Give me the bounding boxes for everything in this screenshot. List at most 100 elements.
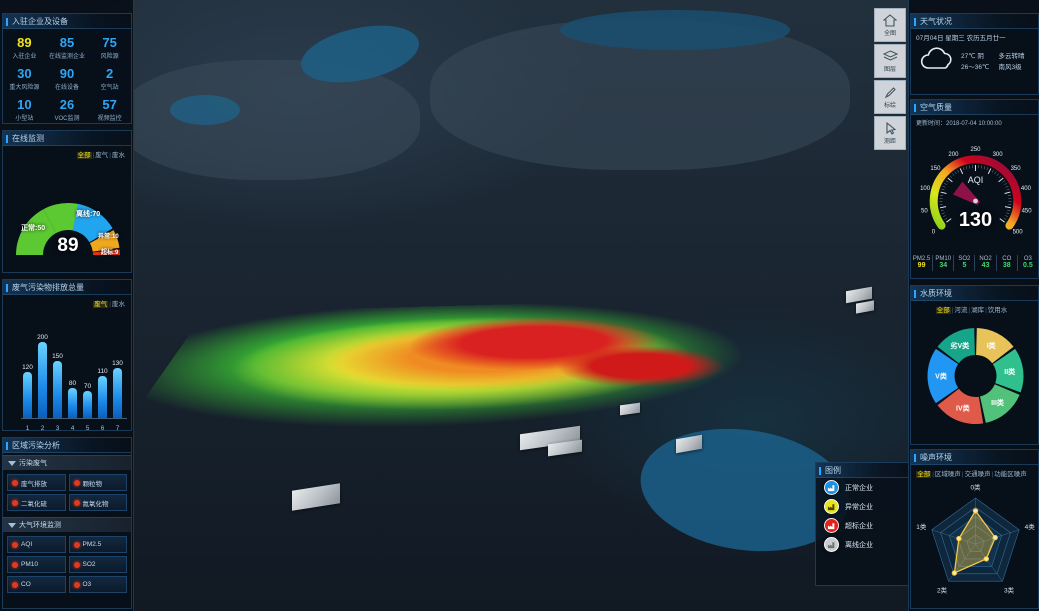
bar-column[interactable] xyxy=(113,368,122,418)
donut-slice[interactable] xyxy=(937,388,984,424)
donut-slice-label: II类 xyxy=(1004,367,1016,376)
gauge-segment-label-normal: 正常:50 xyxy=(21,225,46,232)
map-tool-measure[interactable]: 测距 xyxy=(874,116,906,150)
map-building xyxy=(292,483,340,511)
noise-title: 噪声环境 xyxy=(911,450,1038,465)
donut-slice[interactable] xyxy=(980,384,1020,423)
map-tool-draw-label: 标绘 xyxy=(883,102,896,109)
tab-noise-traffic[interactable]: 交通噪声 xyxy=(964,471,991,478)
pollution-heat-cloud xyxy=(108,297,898,451)
bar-column[interactable] xyxy=(98,376,107,418)
chip-label: SO2 xyxy=(82,561,96,568)
chip-label: AQI xyxy=(21,541,33,548)
map-tool-home[interactable]: 全图 xyxy=(874,8,906,42)
tab-waste-gas[interactable]: 废气 xyxy=(95,152,109,159)
bar-x-label: 5 xyxy=(85,425,90,432)
accordion-waste-gas-label: 污染废气 xyxy=(19,460,47,467)
tab-all[interactable]: 全部 xyxy=(76,152,92,159)
tab-water-lake[interactable]: 湖库 xyxy=(971,307,985,314)
aqi-tick-label: 350 xyxy=(1011,166,1022,172)
stat-value: 30 xyxy=(17,66,32,81)
radar-point xyxy=(992,534,998,541)
chip-item[interactable]: 二氧化硫 xyxy=(7,494,66,511)
stat-cell[interactable]: 2 空气站 xyxy=(88,64,131,95)
legend-title: 图例 xyxy=(816,463,911,478)
legend-item[interactable]: 正常企业 xyxy=(816,478,911,497)
chip-item[interactable]: CO xyxy=(7,576,66,593)
status-dot-icon xyxy=(73,499,80,506)
chip-item[interactable]: SO2 xyxy=(68,556,127,573)
emission-bar-title: 废气污染物排放总量 xyxy=(3,280,131,295)
accordion-waste-gas[interactable]: 污染废气 xyxy=(3,455,131,470)
legend-item[interactable]: 离线企业 xyxy=(816,535,911,554)
bar-x-label: 6 xyxy=(100,425,105,432)
chip-item[interactable]: PM2.5 xyxy=(68,536,127,553)
stat-label: 小型站 xyxy=(15,116,34,122)
radar-axis xyxy=(931,529,976,545)
status-dot-icon xyxy=(73,581,80,588)
map-tool-home-label: 全图 xyxy=(883,30,896,37)
chip-item[interactable]: 氮氧化物 xyxy=(68,494,127,511)
chip-item[interactable]: 废气排放 xyxy=(7,474,66,491)
bar-column[interactable] xyxy=(83,391,92,418)
bar-column[interactable] xyxy=(53,360,62,418)
chip-item[interactable]: AQI xyxy=(7,536,66,553)
stat-cell[interactable]: 57 视频监控 xyxy=(88,95,131,126)
stat-value: 57 xyxy=(102,97,117,112)
pollutant-value: 99 xyxy=(917,262,926,269)
water-quality-title: 水质环境 xyxy=(911,286,1038,301)
tab-water-river[interactable]: 河流 xyxy=(954,307,968,314)
map-landmass xyxy=(120,60,420,180)
legend-item-label: 正常企业 xyxy=(845,484,873,492)
pollutant-value: 43 xyxy=(981,262,990,269)
pollutant-name: NO2 xyxy=(979,256,992,262)
aqi-value: 130 xyxy=(958,209,993,231)
tab-noise-region[interactable]: 区域噪声 xyxy=(934,471,961,478)
stat-cell[interactable]: 90 在线设备 xyxy=(46,64,89,95)
donut-slice[interactable] xyxy=(927,348,959,404)
tab-noise-functional[interactable]: 功能区噪声 xyxy=(994,471,1027,478)
enterprise-stats-grid: 89 入驻企业 85 在线监测企业 75 风险源 30 重大风险源 90 在 xyxy=(3,29,131,126)
stat-cell[interactable]: 10 小型站 xyxy=(3,95,46,126)
stat-cell[interactable]: 75 风险源 xyxy=(88,33,131,64)
tab-bar-waste-water[interactable]: 废水 xyxy=(112,301,125,308)
stat-cell[interactable]: 26 VOC监测 xyxy=(46,95,89,126)
stat-cell[interactable]: 85 在线监测企业 xyxy=(46,33,89,64)
donut-slice[interactable] xyxy=(992,348,1024,393)
stat-cell[interactable]: 30 重大风险源 xyxy=(3,64,46,95)
status-dot-icon xyxy=(12,499,18,506)
donut-slice[interactable] xyxy=(937,328,975,364)
map-tool-draw[interactable]: 标绘 xyxy=(874,80,906,114)
tab-water-all[interactable]: 全部 xyxy=(935,307,951,314)
bar-x-label: 3 xyxy=(55,425,60,432)
chevron-down-icon xyxy=(8,461,16,466)
bar-column[interactable] xyxy=(68,387,77,418)
radar-point xyxy=(951,570,958,576)
chip-label: PM10 xyxy=(21,561,38,568)
radar-axis-label: 4类 xyxy=(1025,522,1036,531)
radar-axis-label: 3类 xyxy=(1004,586,1015,595)
donut-slice-label: IV类 xyxy=(956,404,971,413)
tab-water-drinking[interactable]: 饮用水 xyxy=(987,307,1008,314)
chip-item[interactable]: 颗粒物 xyxy=(68,474,127,491)
tab-noise-all[interactable]: 全部 xyxy=(916,471,932,478)
donut-slice[interactable] xyxy=(976,328,1014,364)
tab-bar-waste-gas[interactable]: 废气 xyxy=(93,301,109,308)
map-tool-layers[interactable]: 图层 xyxy=(874,44,906,78)
accordion-air-monitor[interactable]: 大气环境监测 xyxy=(3,517,131,532)
stat-cell[interactable]: 89 入驻企业 xyxy=(3,33,46,64)
legend-item[interactable]: 超标企业 xyxy=(816,516,911,535)
chip-item[interactable]: PM10 xyxy=(7,556,66,573)
tab-waste-water[interactable]: 废水 xyxy=(112,152,125,159)
radar-axis-label: 2类 xyxy=(937,586,948,595)
aqi-tick-label: 300 xyxy=(993,152,1004,158)
radar-axis-label: 0类 xyxy=(970,483,981,492)
bar-column[interactable] xyxy=(23,372,32,418)
aqi-tick-label: 100 xyxy=(920,186,931,192)
bar-value-label: 110 xyxy=(97,368,108,376)
chip-label: PM2.5 xyxy=(82,541,102,548)
bar-column[interactable] xyxy=(38,341,47,418)
chip-item[interactable]: O3 xyxy=(68,576,127,593)
legend-item[interactable]: 异常企业 xyxy=(816,497,911,516)
